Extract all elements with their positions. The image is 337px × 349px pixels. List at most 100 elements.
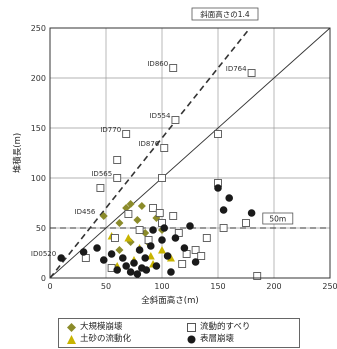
data-point-fluid-slide	[253, 272, 262, 280]
x-tick-label: 50	[101, 282, 111, 291]
data-point-large-collapse	[115, 246, 124, 254]
legend-label: 土砂の流動化	[80, 334, 132, 344]
reference-lines: 斜面高さの1.4 50m	[49, 7, 331, 279]
data-point-fluid-slide	[149, 204, 157, 212]
data-point-fluid-slide	[122, 130, 131, 138]
x-axis-title: 全斜面高さ(m)	[141, 295, 198, 306]
data-point-fluid-slide	[160, 144, 169, 152]
filled-circle-marker-icon	[187, 335, 196, 344]
data-point-fluid-slide	[191, 246, 200, 254]
point-annotation: ID554	[150, 112, 171, 120]
data-point-fluid-slide	[171, 116, 180, 124]
data-point-fluid-slide	[178, 260, 187, 268]
y-tick-label: 200	[31, 74, 46, 83]
data-point-debris-fluidization	[124, 234, 133, 242]
data-point-large-collapse	[133, 216, 142, 224]
data-point-surface-collapse	[113, 266, 121, 274]
data-point-surface-collapse	[57, 254, 65, 262]
data-point-surface-collapse	[158, 236, 166, 244]
point-annotations: ID860 ID764 ID554 ID770 ID876 ID565 ID456 ID052…	[31, 60, 247, 258]
plot-frame	[49, 27, 331, 279]
data-point-debris-fluidization	[158, 246, 166, 254]
data-point-large-collapse	[122, 204, 131, 212]
data-point-surface-collapse	[225, 194, 233, 202]
reference-label-box	[191, 7, 259, 21]
data-point-fluid-slide	[202, 234, 211, 242]
data-point-fluid-slide	[197, 252, 206, 260]
x-tick-label: 0	[47, 282, 52, 291]
data-point-fluid-slide	[247, 69, 256, 77]
x-tick-label: 200	[266, 282, 281, 291]
point-annotation: ID876	[138, 140, 159, 148]
data-point-fluid-slide	[158, 174, 166, 182]
point-annotation: ID770	[100, 126, 121, 134]
data-point-large-collapse	[126, 200, 135, 208]
y-tick-label: 0	[41, 274, 46, 283]
reference-label-box	[262, 212, 294, 225]
x-tick-label: 250	[322, 282, 337, 291]
point-annotation: ID764	[226, 65, 247, 73]
data-point-surface-collapse	[141, 254, 149, 262]
y-axis-title: 堆積長(m)	[12, 133, 23, 173]
data-point-large-collapse	[99, 212, 108, 220]
y-tick-label: 250	[31, 24, 46, 33]
data-point-fluid-slide	[214, 130, 222, 138]
data-point-fluid-slide	[113, 174, 122, 182]
axis-ticks: 0 50 100 150 200 250 0 50 100 150 200 250	[31, 24, 337, 291]
data-point-surface-collapse	[219, 206, 228, 214]
reference-label: 50m	[269, 215, 286, 224]
data-point-fluid-slide	[113, 156, 122, 164]
triangle-marker-icon	[67, 334, 76, 344]
y-tick-label: 100	[31, 174, 46, 183]
data-point-surface-collapse	[171, 234, 180, 242]
legend-item-debris-fluidization: 土砂の流動化	[67, 334, 131, 344]
data-point-fluid-slide	[111, 234, 119, 242]
data-point-surface-collapse	[107, 250, 116, 258]
data-point-fluid-slide	[135, 226, 144, 234]
data-point-surface-collapse	[152, 262, 161, 270]
data-point-surface-collapse	[119, 254, 127, 262]
point-annotation: ID456	[75, 208, 96, 216]
legend-item-fluid-slide: 流動的すべり	[187, 322, 250, 332]
data-point-surface-collapse	[180, 244, 189, 252]
data-point-surface-collapse	[130, 259, 138, 267]
data-point-fluid-slide	[96, 184, 105, 192]
data-point-fluid-slide	[242, 219, 250, 227]
data-point-surface-collapse	[214, 184, 222, 192]
y-tick-label: 50	[36, 224, 46, 233]
legend: 大規模崩壊 土砂の流動化 流動的すべり 表層崩壊	[58, 318, 300, 348]
data-point-fluid-slide	[169, 212, 178, 220]
data-point-surface-collapse	[247, 209, 256, 217]
data-point-surface-collapse	[147, 242, 155, 250]
x-tick-label: 150	[210, 282, 225, 291]
data-point-surface-collapse	[133, 270, 142, 278]
x-tick-label: 100	[154, 282, 169, 291]
reference-line-slope	[49, 27, 331, 279]
data-point-fluid-slide	[219, 224, 228, 232]
data-point-surface-collapse	[191, 258, 200, 266]
data-point-surface-collapse	[126, 268, 135, 276]
data-point-fluid-slide	[124, 210, 133, 218]
open-square-marker-icon	[187, 322, 196, 332]
legend-label: 大規模崩壊	[80, 322, 123, 332]
legend-item-surface-collapse: 表層崩壊	[187, 334, 234, 344]
reference-label: 斜面高さの1.4	[200, 9, 250, 19]
point-annotation: ID0520	[31, 250, 56, 258]
data-point-surface-collapse	[167, 268, 175, 276]
data-point-surface-collapse	[163, 252, 172, 260]
data-point-surface-collapse	[149, 226, 157, 234]
data-point-large-collapse	[137, 202, 146, 210]
data-point-surface-collapse	[79, 248, 88, 256]
data-point-surface-collapse	[122, 262, 130, 270]
data-point-surface-collapse	[186, 222, 194, 230]
data-point-surface-collapse	[99, 256, 108, 264]
data-points	[57, 64, 262, 280]
legend-label: 流動的すべり	[200, 322, 251, 332]
data-point-surface-collapse	[93, 244, 101, 252]
data-point-surface-collapse	[135, 246, 144, 254]
y-tick-label: 150	[31, 124, 46, 133]
data-point-large-collapse	[115, 219, 124, 227]
legend-label: 表層崩壊	[200, 334, 235, 344]
point-annotation: ID860	[147, 60, 168, 68]
